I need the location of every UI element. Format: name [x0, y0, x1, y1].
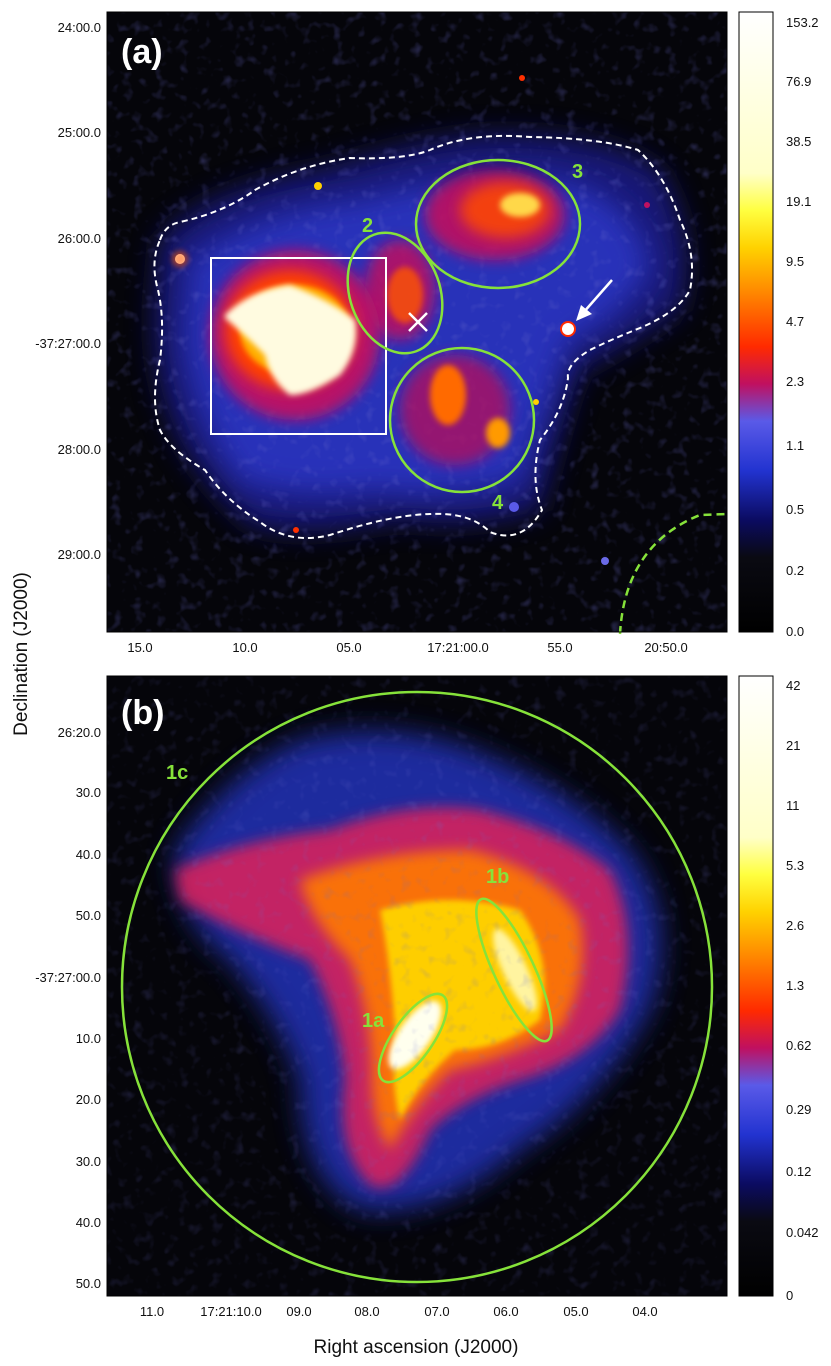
ra-tick: 04.0: [632, 1304, 657, 1319]
region-1b-label: 1b: [486, 866, 509, 888]
dec-tick: 28:00.0: [58, 442, 101, 457]
background-region-arc: [618, 512, 728, 635]
colorbar-tick: 2.3: [786, 374, 804, 389]
region-1b-ellipse: [475, 897, 553, 1043]
panel-a-ra-ticks: 15.0 10.0 05.0 17:21:00.0 55.0 20:50.0: [127, 640, 687, 655]
region-1c-circle: [120, 690, 714, 1284]
ra-tick: 55.0: [547, 640, 572, 655]
panel-b-colorbar-ticks: 42 21 11 5.3 2.6 1.3 0.62 0.29 0.12 0.04…: [786, 678, 819, 1303]
dec-tick: 50.0: [76, 1276, 101, 1291]
colorbar-tick: 4.7: [786, 314, 804, 329]
colorbar-tick: 0.2: [786, 563, 804, 578]
colorbar-tick: 21: [786, 738, 800, 753]
panel-a-colorbar: [738, 11, 774, 633]
colorbar-tick: 0.62: [786, 1038, 811, 1053]
colorbar-tick: 0.29: [786, 1102, 811, 1117]
ra-tick: 05.0: [563, 1304, 588, 1319]
ra-tick: 11.0: [140, 1304, 164, 1319]
colorbar-tick: 1.1: [786, 438, 804, 453]
right-ascension-axis-title: Right ascension (J2000): [314, 1337, 519, 1358]
ra-tick: 10.0: [232, 640, 257, 655]
region-4-label: 4: [492, 492, 504, 514]
region-1a-ellipse: [377, 992, 449, 1084]
dec-tick: -37:27:00.0: [35, 336, 101, 351]
ra-tick: 17:21:10.0: [200, 1304, 261, 1319]
region-3-label: 3: [572, 161, 583, 183]
dec-tick: 40.0: [76, 1215, 101, 1230]
region-2-ellipse: [346, 231, 444, 355]
dec-tick: -37:27:00.0: [35, 970, 101, 985]
ra-tick: 20:50.0: [644, 640, 687, 655]
panel-a-zoom-box: [210, 257, 387, 435]
panel-a-dashed-contour: [153, 134, 693, 539]
panel-b-dec-ticks: 26:20.0 30.0 40.0 50.0 -37:27:00.0 10.0 …: [35, 725, 101, 1291]
ra-tick: 09.0: [286, 1304, 311, 1319]
region-3-ellipse: [414, 158, 582, 290]
panel-a-emission: [107, 12, 727, 632]
dec-tick: 26:00.0: [58, 231, 101, 246]
region-1c-label: 1c: [166, 762, 188, 784]
panel-b-emission: [107, 676, 727, 1296]
colorbar-tick: 38.5: [786, 134, 811, 149]
dec-tick: 26:20.0: [58, 725, 101, 740]
ra-tick: 17:21:00.0: [427, 640, 488, 655]
panel-a-dec-ticks: 24:00.0 25:00.0 26:00.0 -37:27:00.0 28:0…: [35, 20, 101, 562]
center-cross-marker: [408, 312, 428, 332]
declination-axis-title: Declination (J2000): [11, 572, 32, 736]
panel-b-letter: (b): [121, 694, 164, 732]
dec-tick: 24:00.0: [58, 20, 101, 35]
panel-a-colorbar-ticks: 153.2 76.9 38.5 19.1 9.5 4.7 2.3 1.1 0.5…: [786, 15, 819, 639]
dec-tick: 40.0: [76, 847, 101, 862]
colorbar-tick: 0.5: [786, 502, 804, 517]
ra-tick: 08.0: [354, 1304, 379, 1319]
colorbar-tick: 0.12: [786, 1164, 811, 1179]
colorbar-tick: 1.3: [786, 978, 804, 993]
dec-tick: 10.0: [76, 1031, 101, 1046]
colorbar-tick: 2.6: [786, 918, 804, 933]
colorbar-tick: 5.3: [786, 858, 804, 873]
colorbar-tick: 0: [786, 1288, 793, 1303]
colorbar-tick: 76.9: [786, 74, 811, 89]
dec-tick: 25:00.0: [58, 125, 101, 140]
dec-tick: 30.0: [76, 1154, 101, 1169]
dec-tick: 20.0: [76, 1092, 101, 1107]
panel-a-letter: (a): [121, 33, 163, 71]
panel-b-ra-ticks: 11.0 17:21:10.0 09.0 08.0 07.0 06.0 05.0…: [140, 1304, 658, 1319]
colorbar-tick: 42: [786, 678, 800, 693]
panel-b-colorbar: [738, 675, 774, 1297]
point-source-arrow: [576, 279, 613, 321]
dec-tick: 30.0: [76, 785, 101, 800]
ra-tick: 05.0: [336, 640, 361, 655]
ra-tick: 07.0: [424, 1304, 449, 1319]
ra-tick: 15.0: [127, 640, 152, 655]
colorbar-tick: 19.1: [786, 194, 811, 209]
colorbar-tick: 0.0: [786, 624, 804, 639]
colorbar-tick: 11: [786, 798, 800, 813]
dec-tick: 29:00.0: [58, 547, 101, 562]
region-4-circle: [388, 346, 536, 494]
colorbar-tick: 153.2: [786, 15, 819, 30]
ra-tick: 06.0: [493, 1304, 518, 1319]
dec-tick: 50.0: [76, 908, 101, 923]
panel-b: (b) 1a 1b 1c: [106, 675, 728, 1297]
region-1a-label: 1a: [362, 1010, 385, 1032]
colorbar-tick: 0.042: [786, 1225, 819, 1240]
panel-a: (a) 2 3 4: [106, 11, 728, 635]
colorbar-tick: 9.5: [786, 254, 804, 269]
region-2-label: 2: [362, 215, 373, 237]
